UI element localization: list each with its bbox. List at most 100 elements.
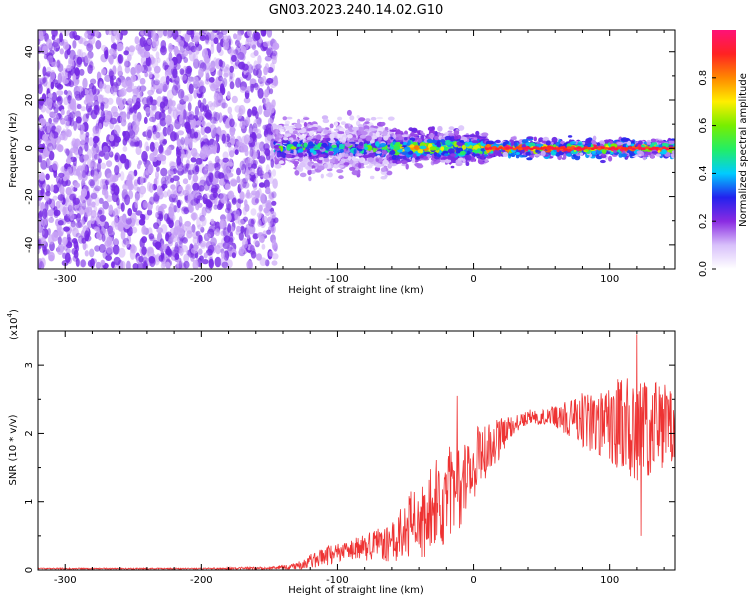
spectrogram-cell	[127, 98, 134, 105]
spectrogram-cell	[90, 192, 98, 200]
spectrogram-cell	[263, 41, 270, 48]
spectrogram-cell	[257, 219, 262, 227]
spectrogram-cell	[146, 129, 152, 139]
spectrogram-cell	[221, 98, 226, 109]
spectrogram-cell	[195, 230, 201, 237]
spectrogram-cell	[223, 72, 229, 78]
spectrogram-cell	[94, 245, 101, 252]
spectrogram-cell	[329, 133, 335, 140]
spectrogram-cell	[38, 229, 45, 236]
spectrogram-cell	[251, 44, 257, 51]
spectrogram-cell	[98, 243, 106, 253]
spectrogram-cell	[219, 192, 226, 203]
spectrogram-cell	[180, 74, 187, 81]
spectrogram-cell	[80, 106, 86, 112]
spectrogram-cell	[131, 94, 138, 105]
spectrogram-cell	[190, 147, 198, 157]
spectrogram-cell	[57, 194, 65, 201]
spectrogram-cell	[198, 162, 205, 173]
spectrogram-cell	[48, 234, 55, 245]
spectrogram-cell	[227, 106, 233, 115]
spectrogram-cell	[167, 98, 174, 108]
spectrogram-cell	[111, 85, 117, 96]
spectrogram-cell	[154, 111, 162, 120]
spectrogram-cell	[376, 155, 381, 158]
spectrogram-cell	[157, 30, 164, 38]
spectrogram-cell	[145, 167, 150, 176]
spectrogram-cell	[318, 154, 326, 158]
spectrogram-cell	[123, 50, 129, 56]
spectrogram-cell	[273, 79, 279, 87]
spectrogram-cell	[208, 64, 216, 73]
spectrogram-cell	[120, 202, 125, 212]
spectrogram-cell	[132, 263, 139, 269]
spectrogram-cell	[356, 153, 363, 157]
spectrogram-cell	[158, 254, 164, 262]
spectrogram-cell	[62, 79, 69, 85]
spectrogram-cell	[368, 127, 376, 132]
spectrogram-cell	[134, 191, 140, 201]
spectrogram-cell	[210, 38, 215, 47]
spectrogram-cell	[339, 137, 343, 141]
spectrogram-cell	[278, 160, 285, 164]
spectrogram-cell	[242, 157, 248, 168]
spectrogram-cell	[145, 57, 152, 67]
spectrogram-cell	[143, 51, 151, 58]
spectrogram-cell	[149, 141, 155, 152]
spectrogram-cell	[46, 209, 54, 217]
spectrogram-cell	[255, 128, 261, 136]
spectrogram-cell	[290, 146, 297, 150]
spectrogram-cell	[436, 159, 441, 163]
spectrogram-cell	[218, 68, 223, 78]
spectrogram-cell	[257, 55, 262, 65]
spectrogram-cell	[204, 39, 210, 46]
spectrogram-cell	[86, 43, 94, 52]
spectrogram-cell	[179, 246, 184, 256]
spectrogram-cell	[260, 30, 267, 37]
spectrogram-cell	[68, 57, 73, 65]
spectrogram-cell	[372, 135, 378, 140]
spectrogram-cell	[171, 85, 179, 96]
spectrogram-cell	[213, 57, 218, 67]
spectrogram-cell	[146, 209, 153, 216]
spectrogram-cell	[183, 49, 189, 57]
spectrogram-cell	[74, 90, 81, 99]
spectrogram-cell	[192, 259, 199, 269]
spectrogram-cell	[417, 137, 422, 143]
spectrogram-cell	[358, 157, 364, 163]
spectrogram-cell	[153, 79, 161, 86]
spectrogram-cell	[59, 32, 63, 43]
spectrogram-cell	[87, 202, 93, 213]
spectrogram-cell	[142, 158, 148, 165]
spectrogram-cell	[125, 240, 130, 248]
spectrogram-cell	[185, 183, 192, 195]
spectrogram-cell	[264, 55, 272, 62]
spectrogram-cell	[96, 94, 104, 104]
spectrogram-cell	[186, 230, 193, 239]
spectrogram-cell	[150, 103, 157, 111]
spectrogram-cell	[249, 123, 253, 135]
spectrogram-cell	[175, 199, 183, 206]
spectrogram-cell	[159, 155, 164, 162]
spectrogram-cell	[177, 130, 185, 136]
spectrogram-cell	[75, 232, 82, 238]
spectrogram-cell	[73, 35, 81, 41]
spectrogram-cell	[169, 60, 174, 70]
spectrogram-cell	[365, 118, 371, 122]
spectrogram-cell	[99, 94, 105, 100]
spectrogram-cell	[39, 182, 44, 189]
spectrogram-cell	[146, 37, 153, 47]
spectrogram-cell	[229, 65, 234, 73]
spectrogram-cell	[80, 138, 86, 145]
spectrogram-cell	[229, 81, 235, 90]
spectrogram-cell	[310, 126, 318, 131]
spectrogram-cell	[218, 75, 223, 82]
spectrogram-cell	[365, 135, 372, 142]
spectrogram-cell	[72, 40, 77, 49]
spectrogram-cell	[239, 160, 245, 171]
spectrogram-cell	[364, 146, 369, 150]
spectrogram-cell	[210, 218, 215, 224]
spectrogram-cell	[101, 44, 107, 52]
spectrogram-cell	[341, 140, 346, 143]
